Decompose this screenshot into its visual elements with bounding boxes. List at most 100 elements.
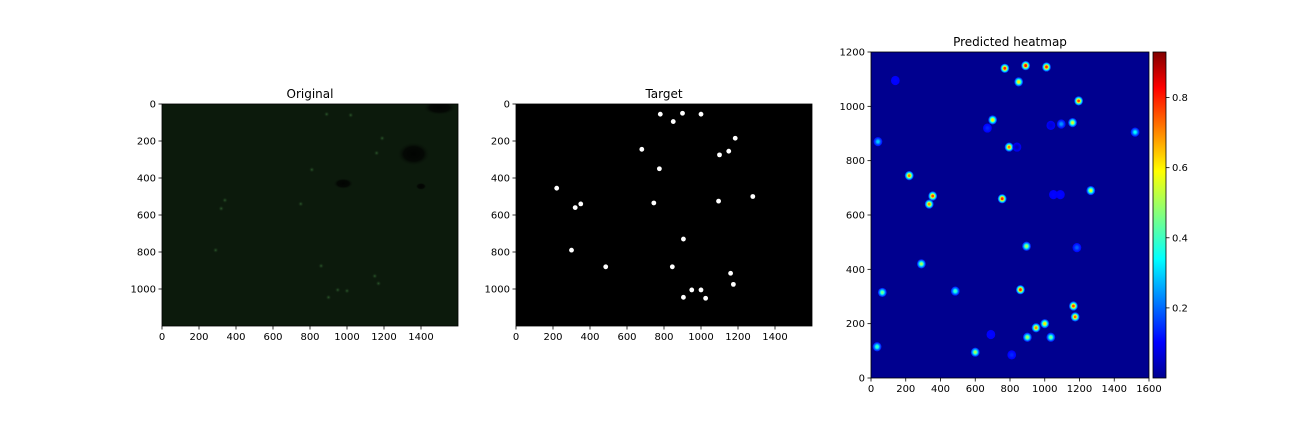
x-tick-label: 200 xyxy=(543,332,562,343)
dark-blob xyxy=(333,178,354,190)
target-point xyxy=(703,295,709,301)
dim-spot xyxy=(375,280,382,287)
dim-spot xyxy=(325,294,332,301)
panel-target-title: Target xyxy=(644,87,682,101)
y-tick-label: 800 xyxy=(846,156,865,167)
heatmap-peak xyxy=(997,194,1007,204)
target-point xyxy=(717,152,722,158)
target-point xyxy=(603,264,609,270)
heatmap-peak xyxy=(1000,63,1010,73)
x-tick-label: 0 xyxy=(513,332,519,343)
y-tick-label: 200 xyxy=(491,137,510,148)
dim-spot xyxy=(221,197,228,204)
heatmap-peak xyxy=(950,286,960,296)
y-tick-label: 600 xyxy=(137,211,156,222)
y-tick-label: 600 xyxy=(846,211,865,222)
peak-level xyxy=(1133,130,1137,134)
y-tick-label: 1000 xyxy=(131,285,156,296)
peak-level xyxy=(1003,66,1007,70)
dark-blob xyxy=(396,141,431,166)
colorbar-tick-label: 0.6 xyxy=(1172,163,1188,174)
target-point xyxy=(726,148,732,154)
heatmap-peak xyxy=(988,115,997,125)
target-point xyxy=(730,281,736,287)
dim-spot xyxy=(318,262,325,269)
heatmap-peak xyxy=(1130,127,1140,137)
heatmap-peak xyxy=(1074,96,1084,106)
y-tick-label: 600 xyxy=(491,211,510,222)
peak-level xyxy=(920,262,923,266)
heatmap-peak xyxy=(1022,241,1031,251)
heatmap-peak xyxy=(970,347,980,357)
heatmap-peak xyxy=(872,342,882,352)
x-tick-label: 1400 xyxy=(408,332,433,343)
heatmap-peak xyxy=(1069,301,1078,311)
target-point xyxy=(569,247,574,253)
heatmap-peak xyxy=(1023,332,1032,342)
x-tick-label: 1200 xyxy=(371,332,396,343)
target-point xyxy=(578,201,584,207)
target-point xyxy=(639,146,645,152)
x-tick-label: 1000 xyxy=(1032,384,1057,395)
peak-level xyxy=(876,140,880,144)
peak-level xyxy=(1049,123,1053,127)
heatmap-peak xyxy=(1042,62,1051,72)
y-tick-label: 200 xyxy=(137,137,156,148)
dim-spot xyxy=(379,135,386,142)
dim-spot xyxy=(347,112,354,119)
target-points xyxy=(554,110,756,301)
y-tick-label: 0 xyxy=(859,374,865,385)
heatmap-peak xyxy=(1056,190,1065,200)
peak-level xyxy=(1059,122,1063,126)
target-image xyxy=(516,104,812,326)
heatmap-peak xyxy=(1004,142,1014,152)
peak-level xyxy=(1075,246,1079,250)
x-tick-label: 200 xyxy=(896,384,915,395)
panel-original-title: Original xyxy=(287,87,334,101)
peak-level xyxy=(1089,189,1093,192)
target-point xyxy=(554,185,560,191)
x-tick-label: 0 xyxy=(868,384,874,395)
x-tick-label: 1600 xyxy=(1136,384,1161,395)
heatmap-x-ticks: 0 200 400 600 800 1000 1200 1400 1600 xyxy=(868,378,1162,395)
target-point xyxy=(651,200,657,206)
heatmap-peaks xyxy=(872,60,1140,360)
y-tick-label: 400 xyxy=(846,265,865,276)
dim-spot xyxy=(212,247,219,254)
colorbar-tick-label: 0.4 xyxy=(1172,233,1188,244)
target-point xyxy=(670,119,676,124)
heatmap-peak xyxy=(928,191,938,201)
heatmap-peak xyxy=(983,123,992,133)
peak-level xyxy=(1025,244,1028,248)
peak-level xyxy=(953,289,957,293)
y-tick-label: 1000 xyxy=(840,102,865,113)
dim-spot xyxy=(344,287,350,294)
target-point xyxy=(681,236,686,242)
colorbar xyxy=(1152,51,1167,379)
colorbar-tick-label: 0.8 xyxy=(1172,93,1188,104)
peak-level xyxy=(1015,145,1019,149)
peak-level xyxy=(1019,288,1022,292)
peak-level xyxy=(1000,197,1004,201)
dark-blob xyxy=(415,182,427,191)
target-point xyxy=(669,264,675,270)
peak-level xyxy=(1034,326,1038,330)
original-spots xyxy=(212,104,457,301)
x-tick-label: 1200 xyxy=(1067,384,1092,395)
heatmap-peak xyxy=(1070,312,1080,322)
peak-level xyxy=(1077,99,1080,103)
x-tick-label: 200 xyxy=(189,332,208,343)
target-point xyxy=(680,110,685,116)
panel-heatmap: Predicted heatmap 0 200 400 600 800 1000 1200 1… xyxy=(840,35,1188,395)
y-tick-label: 0 xyxy=(150,100,156,111)
x-tick-label: 800 xyxy=(300,332,319,343)
heatmap-peak xyxy=(924,199,934,209)
dark-blob xyxy=(422,104,457,116)
heatmap-peak xyxy=(1049,190,1058,200)
peak-level xyxy=(1024,64,1027,67)
y-tick-label: 400 xyxy=(491,174,510,185)
original-image xyxy=(162,104,458,326)
x-tick-label: 0 xyxy=(159,332,165,343)
dim-spot xyxy=(371,273,378,280)
